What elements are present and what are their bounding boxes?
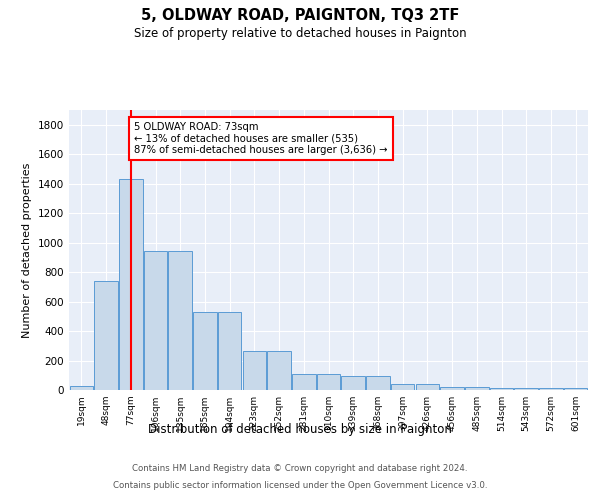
Bar	[70, 386, 93, 390]
Bar	[268, 351, 291, 390]
Bar	[490, 388, 513, 390]
Bar	[242, 351, 266, 390]
Bar	[366, 376, 389, 390]
Bar	[514, 388, 538, 390]
Bar	[218, 312, 241, 390]
Bar	[440, 387, 464, 390]
Bar	[119, 180, 143, 390]
Bar	[144, 252, 167, 390]
Bar	[317, 374, 340, 390]
Bar	[292, 374, 316, 390]
Bar	[193, 312, 217, 390]
Text: 5 OLDWAY ROAD: 73sqm
← 13% of detached houses are smaller (535)
87% of semi-deta: 5 OLDWAY ROAD: 73sqm ← 13% of detached h…	[134, 122, 388, 155]
Bar	[539, 388, 563, 390]
Bar	[341, 376, 365, 390]
Text: Size of property relative to detached houses in Paignton: Size of property relative to detached ho…	[134, 28, 466, 40]
Bar	[169, 252, 192, 390]
Text: 5, OLDWAY ROAD, PAIGNTON, TQ3 2TF: 5, OLDWAY ROAD, PAIGNTON, TQ3 2TF	[141, 8, 459, 22]
Bar	[465, 387, 488, 390]
Bar	[94, 281, 118, 390]
Bar	[416, 384, 439, 390]
Text: Contains public sector information licensed under the Open Government Licence v3: Contains public sector information licen…	[113, 481, 487, 490]
Y-axis label: Number of detached properties: Number of detached properties	[22, 162, 32, 338]
Text: Contains HM Land Registry data © Crown copyright and database right 2024.: Contains HM Land Registry data © Crown c…	[132, 464, 468, 473]
Bar	[564, 388, 587, 390]
Bar	[391, 384, 415, 390]
Text: Distribution of detached houses by size in Paignton: Distribution of detached houses by size …	[148, 422, 452, 436]
